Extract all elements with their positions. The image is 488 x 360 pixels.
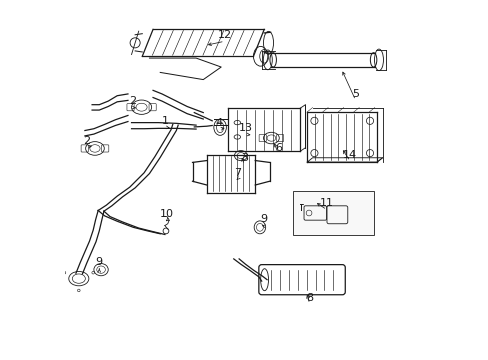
Bar xyxy=(292,192,373,234)
Text: 4: 4 xyxy=(215,118,223,128)
Text: 1: 1 xyxy=(162,116,169,126)
Text: 3: 3 xyxy=(241,153,247,163)
Text: 14: 14 xyxy=(343,150,357,160)
Text: 9: 9 xyxy=(260,215,266,224)
Text: 5: 5 xyxy=(351,89,358,99)
Text: 12: 12 xyxy=(217,30,231,40)
Ellipse shape xyxy=(269,53,276,67)
Text: 9: 9 xyxy=(96,257,102,267)
Text: 2: 2 xyxy=(83,136,90,145)
Text: 7: 7 xyxy=(233,168,241,178)
Text: 2: 2 xyxy=(129,96,136,106)
Text: 13: 13 xyxy=(239,123,253,133)
Text: 8: 8 xyxy=(305,293,313,303)
Text: 11: 11 xyxy=(319,198,333,208)
Ellipse shape xyxy=(369,53,376,67)
Text: 10: 10 xyxy=(160,209,173,219)
Text: 6: 6 xyxy=(275,143,282,153)
